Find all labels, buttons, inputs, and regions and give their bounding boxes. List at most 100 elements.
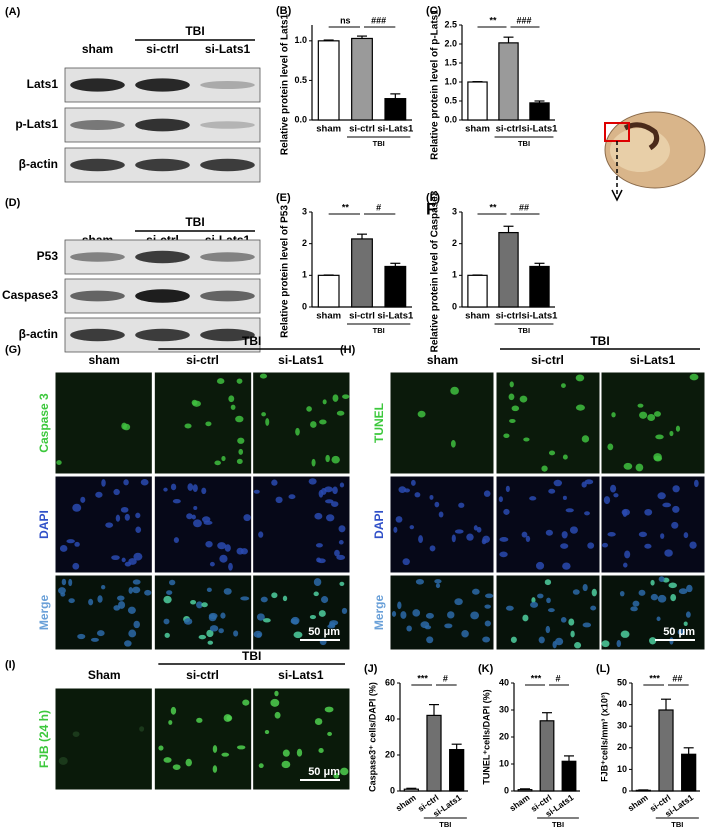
significance-label: *** — [531, 673, 542, 683]
row-label: Lats1 — [27, 77, 59, 91]
cell — [458, 502, 465, 508]
cell — [638, 531, 648, 538]
y-axis-label: Relative protein level of Caspase3 — [430, 190, 441, 352]
group-label: TBI — [373, 139, 385, 148]
cell — [224, 544, 231, 552]
bar — [498, 231, 519, 308]
panel-label: (I) — [5, 659, 16, 671]
cell — [590, 605, 597, 611]
micrograph-tile — [252, 687, 351, 791]
cell — [196, 601, 203, 609]
cell — [587, 542, 595, 549]
cell — [555, 637, 564, 646]
cell — [259, 373, 268, 379]
cell — [466, 533, 474, 541]
micrograph-tile — [153, 687, 253, 791]
cell — [409, 525, 415, 530]
micrograph-tile — [495, 475, 601, 574]
cell — [163, 595, 172, 604]
cell — [624, 550, 631, 559]
cell — [139, 726, 145, 732]
cell — [621, 508, 630, 516]
cell — [319, 419, 327, 425]
column-label: Sham — [88, 668, 121, 682]
cell — [451, 534, 456, 543]
cell — [499, 551, 508, 558]
cell — [568, 618, 575, 626]
cell — [509, 381, 514, 388]
column-label: si-ctrl — [186, 353, 219, 367]
y-tick-label: 0 — [622, 785, 627, 795]
y-tick-label: 30 — [617, 721, 627, 731]
cell — [686, 584, 693, 593]
cell — [575, 374, 585, 382]
cell — [552, 640, 557, 649]
blot-band — [200, 158, 255, 172]
micrograph-tile — [495, 371, 601, 475]
bar — [467, 81, 488, 121]
cell — [253, 489, 260, 494]
cell — [191, 399, 198, 406]
bar — [351, 238, 373, 308]
cell — [435, 583, 441, 589]
y-axis-label: Relative protein level of p-Lats1 — [430, 9, 441, 160]
cell — [560, 616, 567, 623]
cell — [271, 479, 278, 486]
cell — [310, 421, 317, 428]
cell — [689, 541, 697, 549]
cell — [402, 558, 410, 566]
group-label: TBI — [590, 334, 609, 348]
brain-section — [604, 111, 706, 202]
cell — [74, 541, 80, 547]
group-label: TBI — [671, 820, 683, 829]
x-tick-label: si-Lats1 — [377, 124, 414, 135]
blot-band — [70, 328, 125, 342]
cell — [127, 606, 136, 614]
cell — [212, 765, 218, 773]
cell — [582, 583, 588, 592]
cell — [341, 607, 348, 614]
cell — [671, 521, 679, 529]
blot-band — [200, 328, 255, 342]
cell — [327, 624, 336, 629]
cell — [332, 486, 338, 495]
cell — [545, 529, 553, 536]
cell — [60, 592, 66, 597]
cell — [240, 596, 250, 601]
bar — [317, 274, 340, 308]
cell — [170, 706, 177, 715]
cell — [535, 561, 545, 570]
cell — [198, 634, 207, 640]
cell — [72, 562, 80, 570]
y-tick-label: 10 — [499, 758, 509, 768]
cell — [610, 484, 617, 493]
blot-band — [70, 290, 125, 302]
cell — [205, 540, 213, 548]
cell — [68, 598, 75, 604]
y-tick-label: 2 — [452, 238, 457, 248]
cell — [243, 514, 251, 522]
cell — [602, 542, 609, 548]
bar — [529, 265, 550, 308]
y-tick-label: 1.0 — [294, 35, 307, 45]
cell — [544, 579, 552, 586]
panel-label: (C) — [426, 5, 442, 17]
cell — [510, 636, 517, 643]
bar — [681, 753, 697, 792]
cell — [308, 478, 317, 485]
cell — [88, 598, 94, 606]
panel-label: (B) — [276, 5, 292, 17]
cell — [521, 531, 528, 538]
y-tick-label: 2.5 — [444, 19, 457, 29]
cell — [230, 404, 236, 410]
row-label: β-actin — [19, 157, 58, 171]
cell — [311, 458, 316, 467]
cell — [132, 579, 141, 585]
cell — [314, 718, 323, 725]
cell — [90, 637, 99, 642]
cell — [124, 640, 132, 647]
y-tick-label: 0 — [302, 301, 307, 311]
cell — [450, 386, 459, 395]
y-tick-label: 20 — [499, 731, 509, 741]
